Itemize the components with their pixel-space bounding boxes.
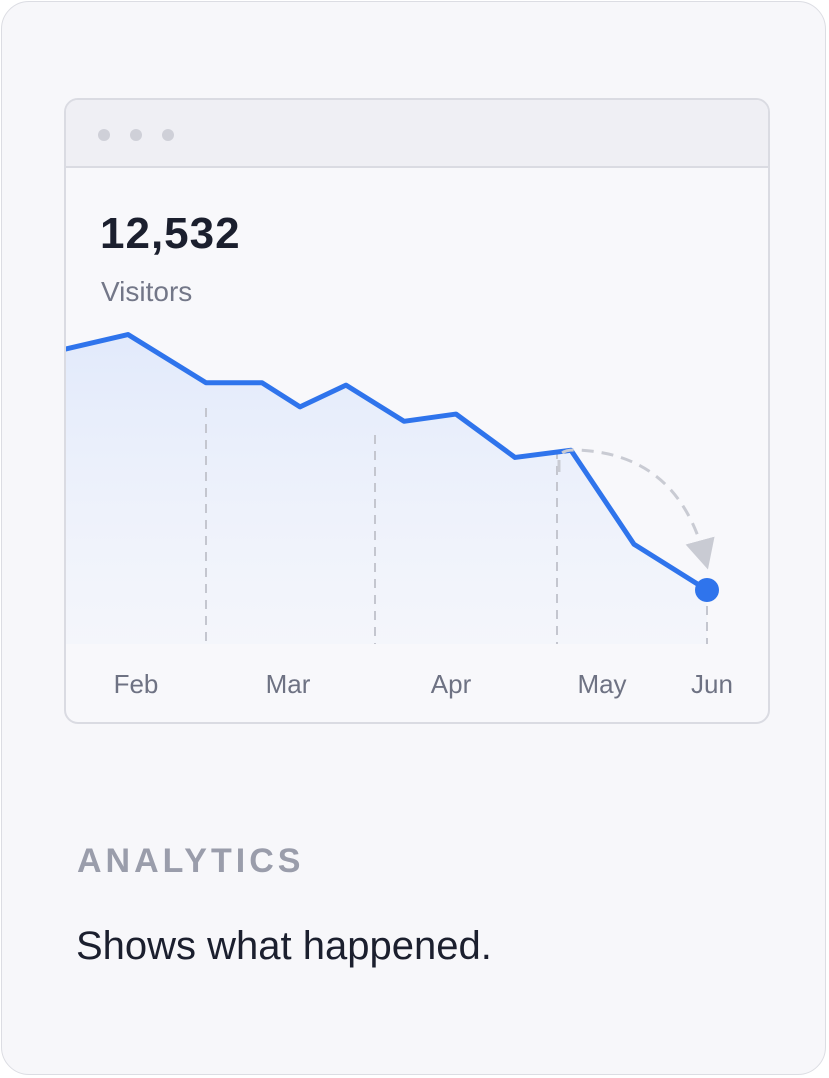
data-point: [512, 454, 518, 460]
data-point: [631, 541, 637, 547]
data-point: [297, 404, 303, 410]
data-point: [453, 411, 459, 417]
metric-label: Visitors: [101, 276, 193, 307]
headline: Shows what happened.: [76, 924, 492, 968]
window-dot-icon: [98, 129, 110, 141]
current-value-point: [695, 578, 719, 602]
series-line: [66, 332, 710, 593]
x-tick-label: Mar: [266, 669, 311, 699]
x-tick-label: Jun: [691, 669, 733, 699]
data-point: [203, 380, 209, 386]
x-tick-label: Feb: [114, 669, 159, 699]
data-point: [343, 382, 349, 388]
data-point: [401, 418, 407, 424]
window-dot-icon: [130, 129, 142, 141]
data-point: [259, 380, 265, 386]
x-tick-label: May: [577, 669, 626, 699]
trend-arrow-icon: [557, 448, 715, 570]
section-label: ANALYTICS: [77, 842, 305, 880]
window-dot-icon: [162, 129, 174, 141]
visitors-chart: Feb Mar Apr May Jun: [66, 332, 733, 699]
chart-area-fill: [66, 334, 707, 644]
metric-value: 12,532: [100, 209, 241, 258]
data-point: [125, 332, 131, 338]
chart-window: 12,532 Visitors Feb Mar Apr May Jun: [64, 98, 770, 724]
window-titlebar: [66, 100, 768, 168]
x-tick-label: Apr: [431, 669, 472, 699]
